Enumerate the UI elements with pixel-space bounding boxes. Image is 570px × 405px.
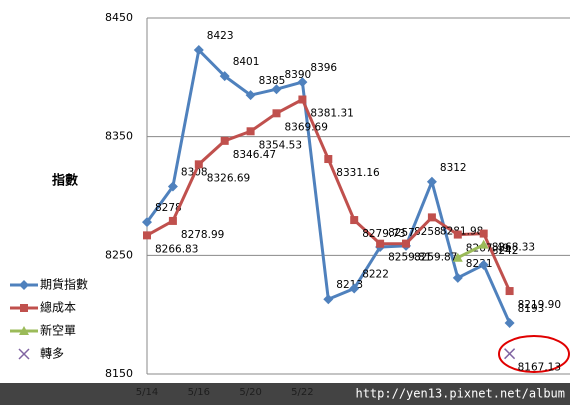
data-label: 8259.81 [388, 252, 431, 264]
point [297, 77, 308, 88]
data-label: 8266.83 [155, 243, 198, 255]
point [19, 326, 29, 335]
y-tick-label: 8350 [105, 130, 133, 143]
data-label: 8423 [207, 30, 234, 42]
data-label: 8222 [362, 269, 389, 281]
point [245, 90, 256, 101]
series-line [457, 243, 485, 260]
point [478, 239, 489, 249]
data-label: 8381.31 [310, 108, 353, 120]
highlight-circle [498, 335, 570, 373]
point [220, 136, 229, 145]
point [246, 127, 255, 136]
point [402, 239, 410, 248]
data-label: 8278.99 [181, 229, 224, 241]
point [298, 95, 307, 104]
data-label: 8279.73 [362, 228, 405, 240]
point [426, 176, 437, 187]
point [167, 181, 178, 192]
point [193, 45, 204, 56]
data-label: 8331.16 [336, 167, 380, 179]
point [453, 230, 462, 239]
data-label: 8213 [336, 279, 363, 291]
point [20, 304, 28, 312]
data-label: 8278 [155, 202, 182, 214]
y-axis-label: 指數 [52, 173, 78, 189]
point [168, 216, 177, 225]
point [427, 213, 436, 222]
point [18, 348, 30, 360]
point [272, 109, 281, 118]
legend-label: 轉多 [40, 347, 64, 361]
point [504, 317, 515, 328]
watermark: http://yen13.pixnet.net/album [355, 387, 565, 401]
point [271, 84, 282, 95]
point [452, 252, 463, 262]
data-label: 8401 [233, 56, 260, 68]
point [478, 259, 489, 270]
data-label: 8219.90 [518, 299, 561, 311]
data-label: 8396 [310, 62, 337, 74]
data-label: 8259.87 [414, 252, 457, 264]
data-label: 8231 [466, 258, 493, 270]
point [349, 283, 360, 294]
data-label: 8369.69 [285, 121, 328, 133]
point [194, 160, 203, 169]
data-label: 8167.13 [518, 362, 561, 374]
data-label: 8312 [440, 162, 467, 174]
legend-label: 總成本 [40, 300, 76, 315]
data-label: 8326.69 [207, 172, 250, 184]
y-tick-label: 8450 [105, 11, 133, 24]
point [350, 216, 359, 225]
data-label: 8354.53 [259, 139, 302, 151]
legend-label: 期貨指數 [40, 277, 88, 292]
data-label: 8346.47 [233, 149, 276, 161]
watermark-bar [0, 383, 570, 405]
point [479, 229, 488, 238]
point [19, 280, 29, 290]
point [143, 231, 151, 240]
point [505, 287, 514, 296]
point [376, 239, 385, 248]
legend-label: 新空單 [40, 323, 76, 338]
y-tick-label: 8150 [105, 367, 133, 380]
point [504, 348, 516, 360]
point [324, 155, 333, 164]
data-label: 8268.33 [492, 242, 535, 254]
data-label: 8242 [492, 245, 519, 257]
data-label: 8257 [388, 227, 415, 239]
data-label: 8193 [518, 303, 545, 315]
point [323, 294, 334, 305]
data-label: 8390 [285, 69, 312, 81]
data-label: 8385 [259, 75, 286, 87]
point [142, 217, 152, 228]
y-tick-label: 8250 [105, 248, 133, 261]
point [452, 272, 463, 283]
point [219, 71, 230, 82]
